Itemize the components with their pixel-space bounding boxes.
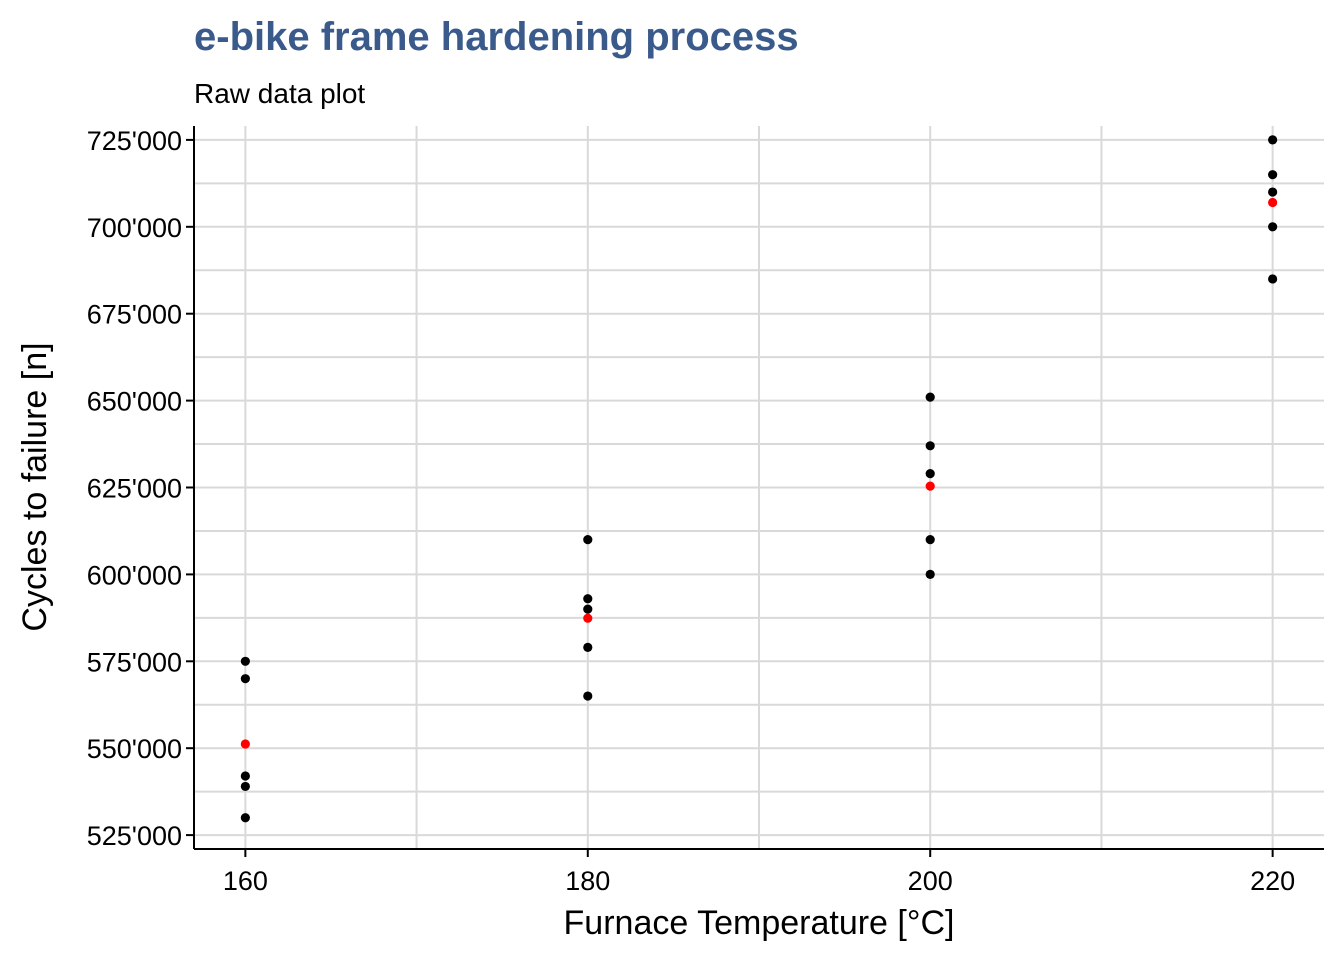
x-tick-label: 220 bbox=[1250, 866, 1295, 896]
chart-subtitle: Raw data plot bbox=[194, 78, 365, 109]
mean-point bbox=[240, 739, 250, 749]
data-point bbox=[1268, 274, 1278, 284]
data-point bbox=[925, 569, 935, 579]
data-point bbox=[1268, 135, 1278, 145]
data-point bbox=[240, 656, 250, 666]
chart-title: e-bike frame hardening process bbox=[194, 15, 799, 59]
data-point bbox=[583, 642, 593, 652]
y-axis-title: Cycles to failure [n] bbox=[16, 342, 54, 631]
mean-point bbox=[925, 481, 935, 491]
data-point bbox=[240, 771, 250, 781]
y-tick-label: 700'000 bbox=[87, 213, 182, 243]
data-point bbox=[1268, 222, 1278, 232]
y-tick-label: 600'000 bbox=[87, 560, 182, 590]
data-point bbox=[925, 468, 935, 479]
data-point bbox=[240, 813, 250, 823]
data-point bbox=[925, 535, 935, 545]
data-point bbox=[240, 781, 250, 792]
data-points bbox=[240, 135, 1278, 823]
y-tick-label: 550'000 bbox=[87, 734, 182, 764]
y-tick-label: 675'000 bbox=[87, 300, 182, 330]
y-tick-label: 650'000 bbox=[87, 387, 182, 417]
x-tick-label: 200 bbox=[908, 866, 953, 896]
data-point bbox=[1268, 170, 1278, 180]
data-point bbox=[583, 691, 593, 701]
data-point bbox=[583, 604, 593, 614]
data-point bbox=[583, 535, 593, 545]
y-tick-label: 575'000 bbox=[87, 647, 182, 677]
x-axis-title: Furnace Temperature [°C] bbox=[564, 904, 955, 942]
y-tick-label: 625'000 bbox=[87, 474, 182, 504]
y-tick-label: 725'000 bbox=[87, 126, 182, 156]
x-tick-label: 160 bbox=[223, 866, 268, 896]
axes: 525'000 550'000 575'000 600'000 625'000 650'0… bbox=[87, 126, 1324, 896]
y-tick-label: 525'000 bbox=[87, 821, 182, 851]
data-point bbox=[583, 594, 593, 604]
data-point bbox=[925, 441, 935, 451]
mean-point bbox=[583, 613, 593, 623]
mean-point bbox=[1268, 197, 1278, 208]
grid-lines bbox=[194, 126, 1324, 849]
x-tick-label: 180 bbox=[565, 866, 610, 896]
data-point bbox=[1268, 187, 1278, 197]
data-point bbox=[925, 392, 935, 402]
data-point bbox=[240, 674, 250, 684]
